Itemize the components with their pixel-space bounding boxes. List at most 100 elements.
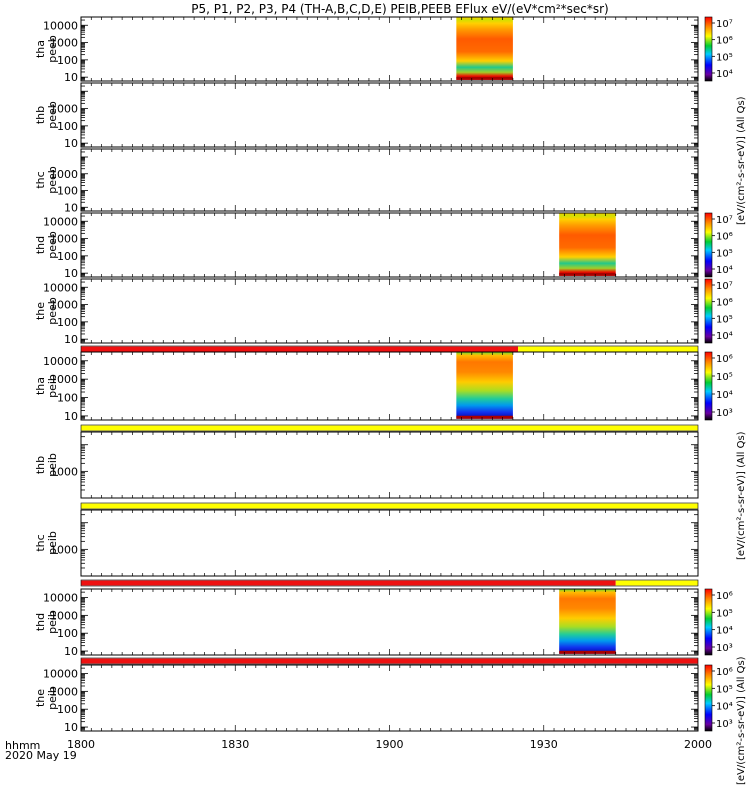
y-tick-label: 1000 <box>50 168 78 181</box>
y-tick-label: 1000 <box>50 233 78 246</box>
flag-bar-frame <box>80 657 699 665</box>
colorbar-tick-label: 10³ <box>716 408 733 419</box>
panel-label: peib <box>46 610 59 634</box>
time-tick-label: 1830 <box>221 738 249 751</box>
y-tick-label: 1000 <box>50 465 78 478</box>
colorbar-the-peib <box>704 664 713 732</box>
spectrogram-bottom-band <box>456 415 513 419</box>
panel-label: thd <box>34 613 47 631</box>
panel-frame <box>80 82 699 148</box>
spectrogram-block-tha-peeb <box>456 17 513 80</box>
panel-thd-peeb: 10 100 1000 10000 thd peeb <box>34 212 699 280</box>
time-axis: hhmm 2020 May 19 1800 1830 1900 1930 2000 <box>5 738 712 762</box>
spectrogram-bottom-band <box>559 650 616 654</box>
flag-bar-segment <box>81 425 698 431</box>
time-axis-label-date: 2020 May 19 <box>5 749 77 762</box>
flag-bars-group <box>80 345 699 665</box>
colorbar-tick-label: 10⁵ <box>716 684 733 695</box>
time-axis-label-hhmm: hhmm <box>5 739 40 752</box>
y-tick-label: 10000 <box>43 215 78 228</box>
flag-bar-segment <box>615 580 698 586</box>
panel-label: thd <box>34 236 47 254</box>
y-tick-label: 10000 <box>43 19 78 32</box>
panel-tha-peeb: 10 100 1000 10000 tha peeb <box>34 16 699 84</box>
colorbar-tick-label: 10³ <box>716 643 733 654</box>
colorbar-tick-label: 10⁴ <box>716 265 733 276</box>
panel-frame <box>80 509 699 577</box>
colorbar-tick-label: 10⁶ <box>716 232 733 243</box>
y-tick-label: 10000 <box>43 592 78 605</box>
flag-bar-segment <box>81 346 519 352</box>
y-tick-label: 1000 <box>50 103 78 116</box>
colorbar-tha-peeb <box>704 16 713 82</box>
colorbar-tick-label: 10⁴ <box>716 702 733 713</box>
colorbar-tick-label: 10⁴ <box>716 331 733 342</box>
colorbar-tick-label: 10⁴ <box>716 69 733 80</box>
y-tick-label: 100 <box>57 627 78 640</box>
colorbar-units-label-peib: [eV/(cm²-s-sr-eV)] (All Qs) <box>736 656 747 785</box>
y-tick-label: 100 <box>57 703 78 716</box>
panel-label: peeb <box>46 231 59 259</box>
y-tick-label: 100 <box>57 54 78 67</box>
colorbar-tick-label: 10⁶ <box>716 591 733 602</box>
y-tick-label: 1000 <box>50 543 78 556</box>
colorbar-tick-label: 10⁵ <box>716 52 733 63</box>
time-tick-label: 1800 <box>67 738 95 751</box>
y-tick-label: 100 <box>57 316 78 329</box>
colorbar-tick-label: 10⁴ <box>716 626 733 637</box>
y-tick-label: 10 <box>64 137 78 150</box>
flag-bar-frame <box>80 424 699 432</box>
y-tick-label: 100 <box>57 120 78 133</box>
y-tick-label: 1000 <box>50 609 78 622</box>
flag-bar-frame <box>80 579 699 587</box>
y-tick-label: 10 <box>64 201 78 214</box>
y-tick-label: 1000 <box>50 299 78 312</box>
panel-label: peeb <box>46 101 59 129</box>
colorbar-the-peeb <box>704 278 713 344</box>
colorbar-thd-peib <box>704 588 713 656</box>
panel-label: peeb <box>46 166 59 194</box>
colorbar-tick-label: 10⁷ <box>716 19 733 30</box>
y-tick-label: 10 <box>64 721 78 734</box>
panel-thd-peib: 10 100 1000 10000 thd peib <box>34 588 699 658</box>
y-tick-label: 10 <box>64 333 78 346</box>
flag-bar-segment <box>81 580 616 586</box>
flag-bar-segment <box>81 658 698 664</box>
colorbars-group: 10⁴ 10⁵ 10⁶ 10⁷ 10⁴ 10⁵ 10⁶ 10⁷ 10⁴ 10⁵ 10⁶ 10⁷ 10³ 1… <box>704 16 733 732</box>
panel-label: thc <box>34 534 47 551</box>
colorbar-tick-label: 10⁶ <box>716 354 733 365</box>
y-tick-label: 10000 <box>43 281 78 294</box>
panel-label: peib <box>46 374 59 398</box>
time-tick-label: 2000 <box>684 738 712 751</box>
spectrogram-bottom-band <box>456 76 513 80</box>
y-tick-label: 10000 <box>43 668 78 681</box>
spectrogram-block-tha-peib <box>456 352 513 419</box>
colorbar-tick-label: 10⁴ <box>716 390 733 401</box>
panel-the-peeb: 10 100 1000 10000 the peeb <box>34 278 699 346</box>
y-tick-label: 10 <box>64 645 78 658</box>
panel-label: thc <box>34 171 47 188</box>
panel-frame <box>80 16 699 82</box>
spectrogram-block-thd-peeb <box>559 213 616 276</box>
spectrogram-block-thd-peib <box>559 589 616 654</box>
y-tick-label: 10000 <box>43 355 78 368</box>
panel-label: peib <box>46 453 59 477</box>
y-tick-label: 10 <box>64 71 78 84</box>
y-tick-label: 100 <box>57 185 78 198</box>
y-tick-label: 1000 <box>50 37 78 50</box>
time-tick-label: 1900 <box>376 738 404 751</box>
colorbar-thd-peeb <box>704 212 713 278</box>
flag-bar-segment <box>518 346 698 352</box>
panel-label: tha <box>34 40 47 58</box>
panel-frame <box>80 431 699 499</box>
colorbar-tick-label: 10⁵ <box>716 314 733 325</box>
flag-bar-segment <box>81 503 698 509</box>
colorbar-tick-label: 10⁶ <box>716 298 733 309</box>
y-tick-label: 100 <box>57 392 78 405</box>
panel-the-peib: 10 100 1000 10000 the peib <box>34 664 699 734</box>
